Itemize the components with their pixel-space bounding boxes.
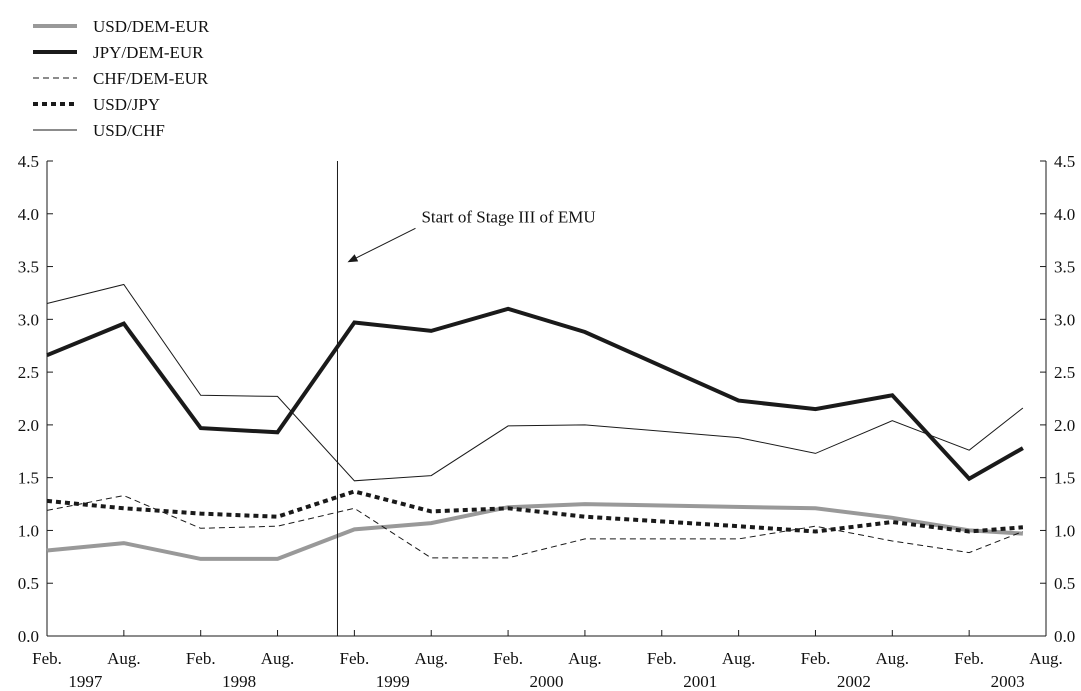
y-tick-label-left: 3.0 <box>18 310 39 329</box>
y-tick-label-right: 2.5 <box>1054 363 1075 382</box>
emu-arrow-head <box>347 254 359 263</box>
y-tick-label-right: 0.0 <box>1054 627 1075 646</box>
series-line-usd-chf <box>46 283 1024 482</box>
y-tick-label-right: 4.0 <box>1054 205 1075 224</box>
series-line-jpy-dem-eur <box>46 306 1024 482</box>
plot-frame <box>46 161 1047 637</box>
y-tick-label-left: 0.0 <box>18 627 39 646</box>
y-tick-label-left: 2.0 <box>18 416 39 435</box>
x-tick-label-month: Aug. <box>722 649 756 668</box>
x-tick-label-year: 2001 <box>683 672 717 691</box>
legend-label: USD/JPY <box>93 95 160 114</box>
x-tick-label-month: Aug. <box>876 649 910 668</box>
x-tick-label-month: Feb. <box>340 649 370 668</box>
emu-annotation: Start of Stage III of EMU <box>421 207 595 226</box>
y-tick-label-right: 2.0 <box>1054 416 1075 435</box>
legend-label: USD/CHF <box>93 121 165 140</box>
x-tick-label-year: 2002 <box>837 672 871 691</box>
y-tick-label-left: 3.5 <box>18 258 39 277</box>
x-tick-label-year: 1999 <box>376 672 410 691</box>
x-tick-label-month: Aug. <box>1029 649 1063 668</box>
x-tick-label-month: Aug. <box>568 649 602 668</box>
x-tick-label-year: 2003 <box>991 672 1025 691</box>
y-axis-right: 0.0 0.5 1.0 1.5 2.0 2.5 3.0 3.5 4.0 4.5 <box>1040 152 1075 646</box>
x-tick-label-month: Feb. <box>647 649 677 668</box>
x-tick-label-month: Aug. <box>261 649 295 668</box>
y-tick-label-left: 1.0 <box>18 521 39 540</box>
y-tick-label-left: 2.5 <box>18 363 39 382</box>
x-tick-label-month: Feb. <box>32 649 62 668</box>
y-tick-label-right: 1.0 <box>1054 521 1075 540</box>
legend-label: JPY/DEM-EUR <box>93 43 204 62</box>
series-line-usd-dem-eur <box>46 502 1024 561</box>
y-tick-label-right: 3.0 <box>1054 310 1075 329</box>
annotation-layer: Start of Stage III of EMU <box>336 161 596 636</box>
x-tick-label-month: Aug. <box>107 649 141 668</box>
x-tick-label-year: 2000 <box>530 672 564 691</box>
x-tick-label-month: Feb. <box>493 649 523 668</box>
emu-arrow-line <box>353 227 416 260</box>
x-tick-label-month: Aug. <box>414 649 448 668</box>
x-tick-label-year: 1997 <box>68 672 103 691</box>
y-tick-label-left: 4.5 <box>18 152 39 171</box>
x-tick-label-month: Feb. <box>186 649 216 668</box>
series-layer <box>46 283 1024 561</box>
x-tick-label-month: Feb. <box>801 649 831 668</box>
legend: USD/DEM-EUR JPY/DEM-EUR CHF/DEM-EUR USD/JPY… <box>33 17 210 140</box>
y-tick-label-right: 0.5 <box>1054 574 1075 593</box>
y-tick-label-left: 0.5 <box>18 574 39 593</box>
y-axis-left: 0.0 0.5 1.0 1.5 2.0 2.5 3.0 3.5 4.0 4.5 <box>18 152 53 646</box>
y-tick-label-left: 1.5 <box>18 469 39 488</box>
y-tick-label-right: 4.5 <box>1054 152 1075 171</box>
series-line-usd-jpy <box>46 489 1024 534</box>
y-tick-label-left: 4.0 <box>18 205 39 224</box>
legend-label: CHF/DEM-EUR <box>93 69 209 88</box>
x-tick-label-year: 1998 <box>222 672 256 691</box>
y-tick-label-right: 3.5 <box>1054 258 1075 277</box>
y-tick-label-right: 1.5 <box>1054 469 1075 488</box>
series-line-chf-dem-eur <box>46 495 1024 559</box>
legend-label: USD/DEM-EUR <box>93 17 210 36</box>
x-tick-label-month: Feb. <box>954 649 984 668</box>
